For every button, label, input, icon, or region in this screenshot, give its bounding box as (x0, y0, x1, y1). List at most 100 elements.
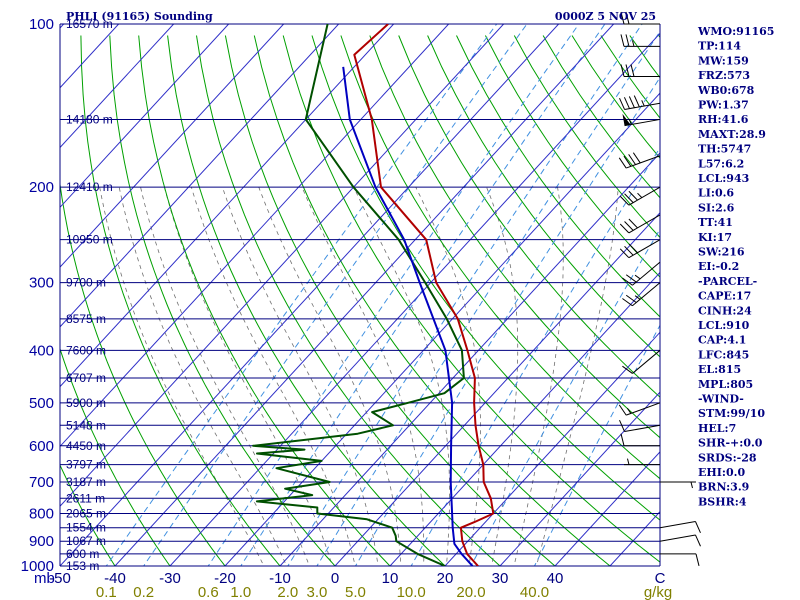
wind-barb-staff (624, 424, 661, 433)
dry-adiabat-line (196, 35, 501, 566)
height-label: 12410 m (66, 180, 113, 194)
dry-adiabat-line (282, 35, 660, 563)
wind-barb-flag (628, 190, 638, 201)
mixing-ratio-tick-label: 3.0 (307, 584, 328, 600)
height-label: 9700 m (66, 276, 106, 290)
index-value: SW:216 (698, 246, 745, 259)
wind-barb-flag (620, 433, 625, 446)
wind-barb-staff (628, 214, 661, 234)
dry-adiabat-line (571, 35, 660, 159)
wind-barb-flag (625, 34, 630, 47)
wind-barb (660, 481, 696, 489)
wind-barb-flag (632, 152, 641, 164)
index-value: TT:41 (698, 216, 733, 229)
pressure-tick-label: 500 (29, 395, 54, 412)
dry-adiabat-line (369, 35, 660, 439)
wind-barb (620, 11, 660, 25)
temperature-tick-label: 20 (437, 570, 454, 587)
wind-barb (619, 420, 661, 433)
wind-barb (619, 214, 661, 234)
wind-barb-staff (632, 261, 661, 286)
wind-barb-staff (659, 534, 696, 542)
wind-barb-flag (623, 155, 632, 167)
wind-barb-flag (618, 157, 627, 169)
dry-adiabat-line (60, 564, 61, 566)
height-label: 153 m (66, 559, 99, 573)
wind-barb-staff (626, 402, 661, 416)
height-label: 2065 m (66, 506, 106, 520)
index-value: CAP:4.1 (698, 334, 746, 347)
mixing-ratio-tick-label: 40.0 (520, 584, 549, 600)
pressure-tick-label: 400 (29, 342, 54, 359)
wind-barb-flag (619, 420, 626, 432)
wind-barb (620, 64, 660, 78)
moist-adiabat-line (118, 187, 288, 566)
mixing-ratio-tick-label: 2.0 (277, 584, 298, 600)
mixing-ratio-tick-label: 10.0 (397, 584, 426, 600)
wind-barb (622, 349, 661, 374)
moist-adiabat-line (140, 187, 310, 566)
dry-adiabat-line (398, 35, 660, 398)
dry-adiabat-line (253, 35, 611, 566)
height-label: 600 m (66, 547, 99, 561)
wind-barb-flag (624, 245, 634, 256)
wind-barb-flag (622, 365, 633, 374)
mixing-ratio-line (240, 24, 606, 566)
dry-adiabat-line (109, 35, 336, 566)
mixing-ratio-line (533, 324, 660, 566)
height-label: 8575 m (66, 312, 106, 326)
wind-barb-half-flag (637, 192, 643, 199)
height-label: 2611 m (66, 491, 105, 505)
wind-barb-flag (625, 64, 630, 77)
isotherm-line (114, 24, 615, 566)
wind-barb-flag (619, 223, 630, 234)
pressure-unit-label: mb (34, 570, 55, 587)
wind-barb-half-flag (634, 295, 641, 300)
wind-barb (622, 282, 661, 307)
isotherm-line (389, 271, 660, 566)
wind-barb-flag (625, 294, 637, 303)
isotherm-line (60, 24, 230, 209)
index-value: CAPE:17 (698, 290, 751, 303)
wind-barb (660, 553, 700, 567)
wind-barb-pennant (622, 113, 631, 126)
height-label: 3797 m (66, 458, 106, 472)
wind-barb-half-flag (641, 100, 645, 107)
index-value: FRZ:573 (698, 69, 750, 82)
wind-barb-half-flag (634, 274, 641, 280)
wind-barb-flag (628, 218, 638, 229)
wind-barb-staff (628, 186, 661, 206)
index-value: -PARCEL- (698, 275, 757, 288)
isotherms (60, 24, 660, 566)
wind-barb-flag (622, 277, 633, 286)
index-value: MAXT:28.9 (698, 128, 766, 141)
wind-barb-flag (620, 34, 625, 47)
wind-barb-flag (618, 404, 627, 416)
temperature-tick-label: -40 (104, 570, 126, 587)
wind-barb-staff (624, 102, 661, 110)
wind-barb (624, 458, 660, 466)
temperature-tick-label: 0 (331, 570, 339, 587)
index-value: SHR-+:0.0 (698, 437, 763, 450)
isotherm-line (444, 331, 660, 566)
temperature-tick-label: 40 (547, 570, 564, 587)
moist-adiabat-line (535, 187, 619, 566)
mixing-ratio-tick-label: g/kg (644, 584, 672, 600)
wind-barb-flag (628, 96, 635, 108)
moist-adiabat-line (191, 187, 356, 566)
index-value: EL:815 (698, 363, 741, 376)
index-value: MPL:805 (698, 378, 753, 391)
index-value: CINH:24 (698, 304, 752, 317)
dry-adiabat-line (60, 463, 116, 566)
isotherm-line (279, 152, 660, 566)
height-label: 5900 m (66, 396, 106, 410)
dry-adiabat-line (745, 36, 800, 578)
wind-barb-flag (624, 221, 634, 231)
height-label: 10950 m (66, 233, 113, 247)
moist-adiabat-line (486, 187, 519, 566)
wind-barb-staff (626, 155, 661, 169)
wind-barb-staff (632, 349, 661, 374)
wind-barb (620, 433, 660, 447)
